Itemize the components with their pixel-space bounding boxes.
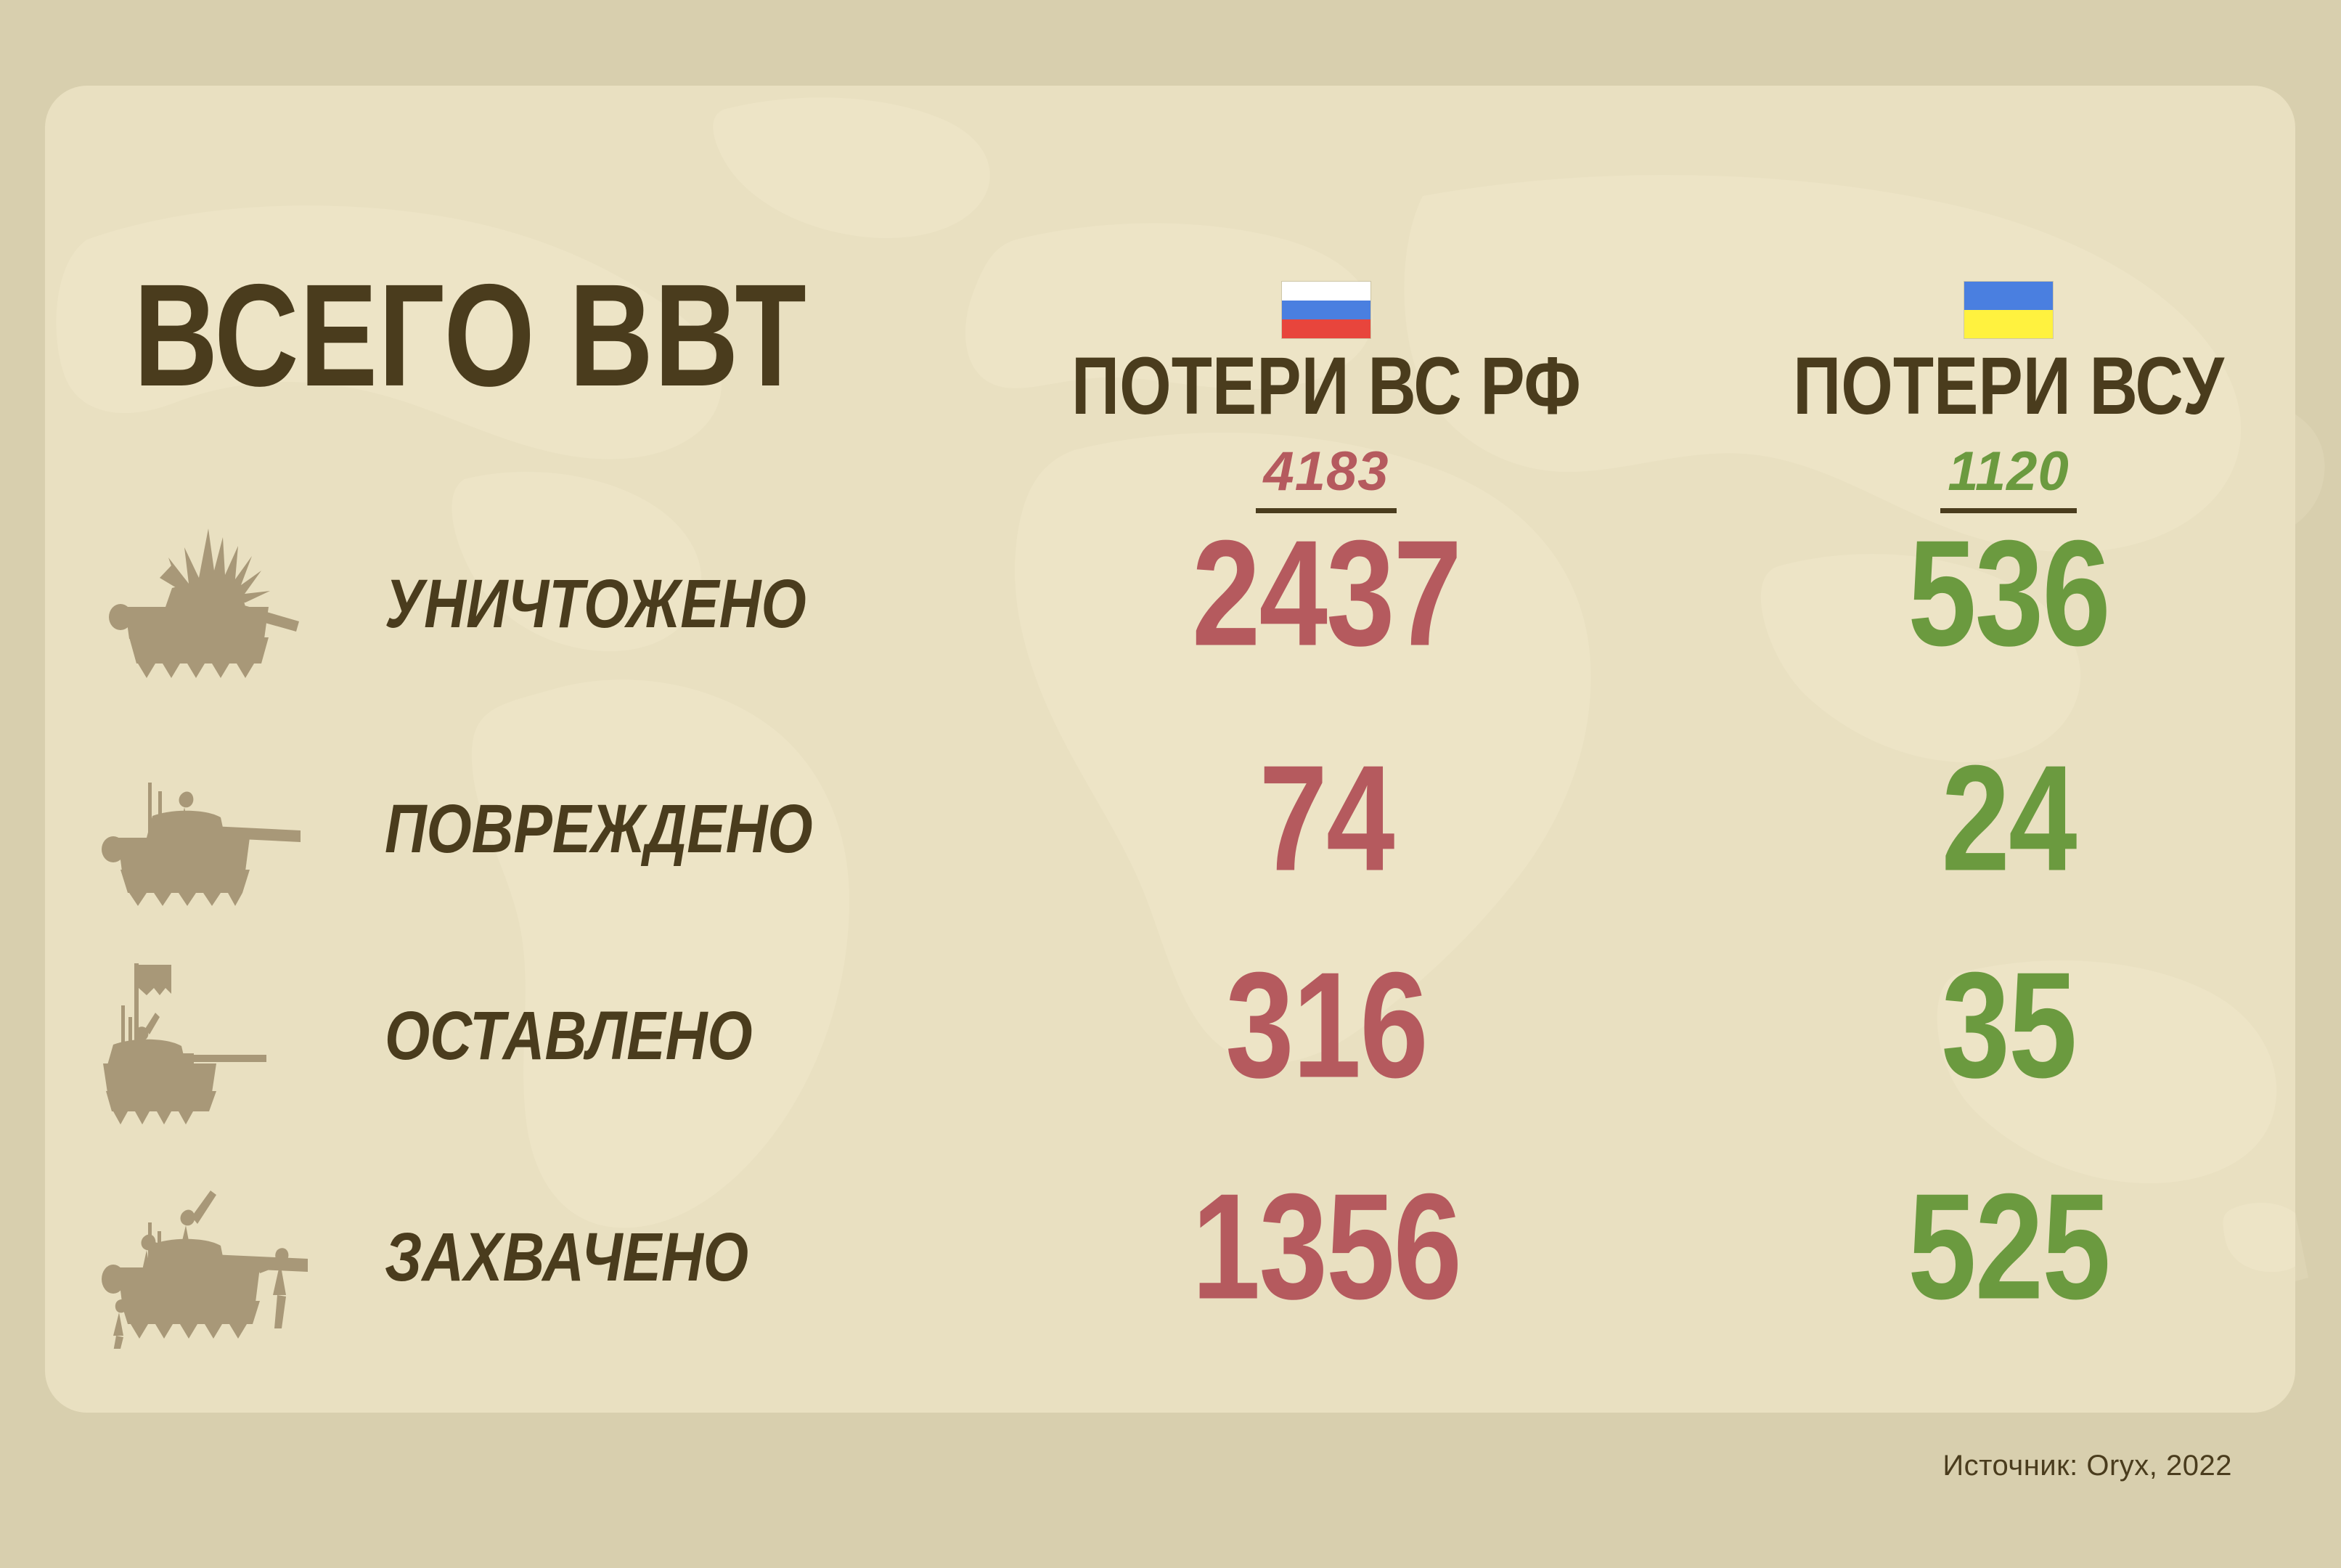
row-label: ПОВРЕЖДЕНО xyxy=(385,791,813,867)
row-value-ukraine: 24 xyxy=(1941,734,2077,903)
table-row: УНИЧТОЖЕНО 2437 536 xyxy=(45,509,2295,695)
tank-damaged-icon xyxy=(96,746,386,920)
russia-flag-icon xyxy=(1282,282,1370,338)
source-attribution: Источник: Oryx, 2022 xyxy=(1942,1450,2232,1482)
row-label: ЗАХВАЧЕНО xyxy=(385,1219,749,1296)
row-value-russia: 316 xyxy=(1225,941,1429,1110)
row-value-ukraine: 525 xyxy=(1908,1162,2111,1331)
content-card: ВСЕГО ВВТ ПОТЕРИ ВС РФ 4183 ПОТЕРИ ВСУ 1… xyxy=(45,86,2295,1413)
row-value-russia: 74 xyxy=(1259,734,1394,903)
row-value-ukraine: 35 xyxy=(1941,941,2077,1110)
tank-abandoned-icon xyxy=(96,953,386,1127)
row-value-russia: 1356 xyxy=(1191,1162,1462,1331)
page-title: ВСЕГО ВВТ xyxy=(134,254,807,417)
table-row: ПОВРЕЖДЕНО 74 24 xyxy=(45,734,2295,920)
tank-destroyed-icon xyxy=(96,521,386,695)
column-header-ukraine: ПОТЕРИ ВСУ 1120 xyxy=(1682,282,2295,513)
column-label-russia: ПОТЕРИ ВС РФ xyxy=(1071,340,1581,432)
row-value-russia: 2437 xyxy=(1191,509,1462,678)
column-total-russia: 4183 xyxy=(1000,444,1653,513)
column-header-russia: ПОТЕРИ ВС РФ 4183 xyxy=(1000,282,1653,513)
row-label: УНИЧТОЖЕНО xyxy=(385,565,806,642)
row-value-ukraine: 536 xyxy=(1908,509,2111,678)
ukraine-flag-icon xyxy=(1964,282,2053,338)
column-label-ukraine: ПОТЕРИ ВСУ xyxy=(1793,340,2224,432)
table-row: ОСТАВЛЕНО 316 35 xyxy=(45,941,2295,1127)
row-label: ОСТАВЛЕНО xyxy=(385,997,753,1074)
column-total-ukraine: 1120 xyxy=(1682,444,2295,513)
table-row: ЗАХВАЧЕНО 1356 525 xyxy=(45,1162,2295,1352)
tank-captured-icon xyxy=(96,1175,386,1352)
